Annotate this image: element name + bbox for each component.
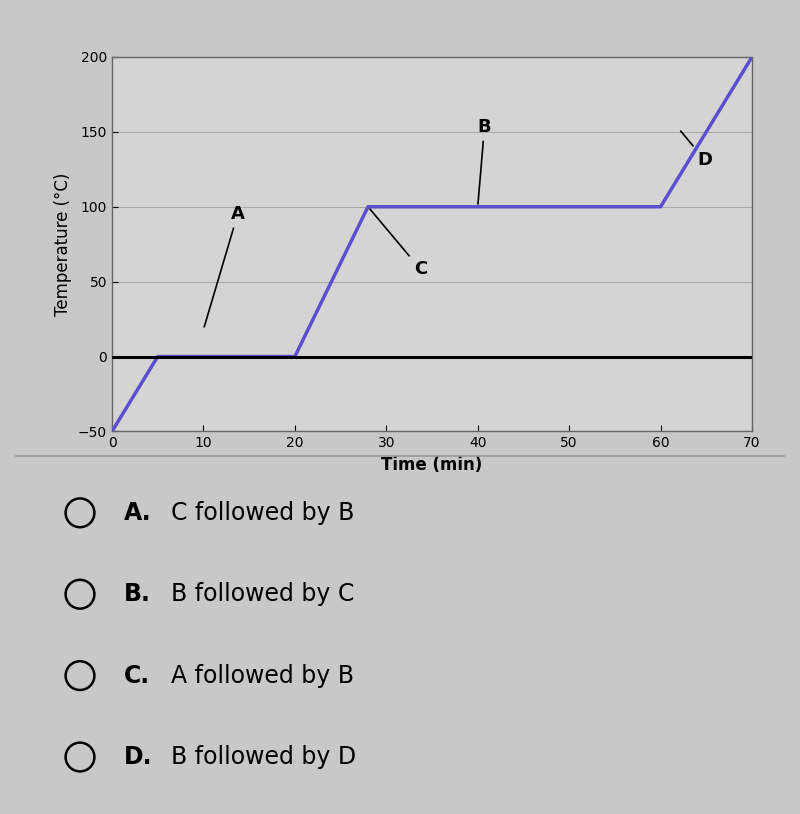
Text: C followed by B: C followed by B [156, 501, 354, 525]
Text: B followed by C: B followed by C [156, 582, 354, 606]
Y-axis label: Temperature (°C): Temperature (°C) [54, 173, 73, 316]
Text: B.: B. [124, 582, 151, 606]
Text: C: C [370, 209, 427, 278]
Text: B followed by D: B followed by D [156, 745, 356, 769]
Text: C.: C. [124, 663, 150, 688]
Text: A followed by B: A followed by B [156, 663, 354, 688]
X-axis label: Time (min): Time (min) [382, 456, 482, 474]
Text: D.: D. [124, 745, 153, 769]
Text: B: B [478, 118, 491, 204]
Text: A.: A. [124, 501, 152, 525]
Text: D: D [681, 131, 712, 168]
Text: A: A [204, 205, 245, 327]
